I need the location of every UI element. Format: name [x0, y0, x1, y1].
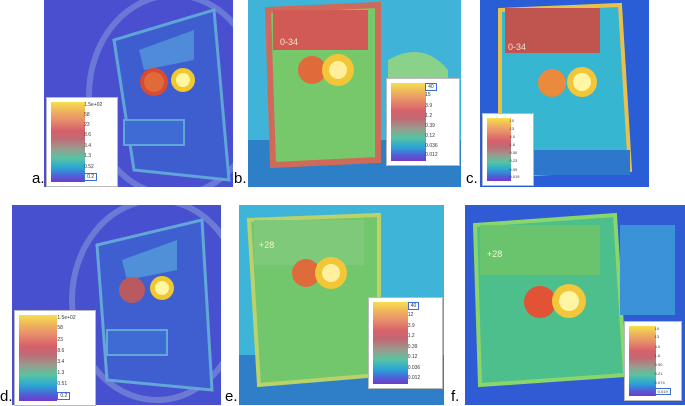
colorbar-ticks: 40 15 3.9 1.2 0.39 0.12 0.036 0.012	[425, 83, 457, 161]
tick-label: 0.036	[425, 143, 438, 150]
tick-label: 0.52	[84, 163, 94, 170]
tick-label: 0.12	[407, 354, 418, 361]
tick-input[interactable]: 40	[425, 83, 437, 91]
panel-label: b.	[234, 170, 247, 187]
sticker-text: 0-34	[508, 42, 526, 52]
tick-label: 23	[84, 122, 90, 128]
tick-input[interactable]: 0.019	[654, 388, 671, 396]
tick-label: 3.4	[57, 358, 65, 365]
tick-label: 4.0	[654, 343, 661, 349]
colorbar-gradient	[373, 302, 409, 384]
tick-label: 0.012	[425, 152, 438, 159]
sticker-text: +28	[487, 249, 502, 259]
tick-label: 0.012	[407, 374, 421, 381]
sticker-text: 0-34	[280, 37, 298, 47]
tick-label: 4.0	[509, 133, 516, 139]
tick-label: 8.6	[57, 347, 65, 354]
tick-label: 12	[407, 311, 414, 318]
tick-label: 10	[509, 118, 514, 123]
tick-label: 0.51	[57, 381, 68, 388]
tick-label: 0.036	[407, 365, 421, 372]
tick-label: 58	[84, 111, 90, 118]
tick-label: 1.3	[57, 370, 65, 377]
colorbar-ticks: 10 13 4.0 1.6 0.50 0.21 0.074 0.019	[654, 326, 679, 396]
tick-label: 1.2	[407, 333, 415, 340]
tick-label: 0.39	[407, 343, 418, 350]
panel-label: f.	[451, 388, 460, 405]
tick-label: 0.21	[654, 370, 663, 376]
tick-label: 15	[425, 92, 431, 99]
tick-label: 1.3	[84, 153, 92, 160]
tick-label: 10	[654, 326, 660, 331]
colorbar-ticks: 40 12 3.9 1.2 0.39 0.12 0.036 0.012	[407, 302, 440, 384]
tick-label: 3.9	[425, 102, 433, 109]
colorbar-gradient	[51, 102, 85, 182]
colorbar-ticks: 1.5e+02 58 23 8.6 3.4 1.3 0.52 0.2	[84, 102, 115, 182]
tick-label: 3.9	[407, 322, 415, 329]
tick-label: 1.2	[425, 112, 433, 119]
colorbar-d: 1.5e+02 58 23 8.6 3.4 1.3 0.51 0.2	[14, 310, 96, 406]
colorbar-a: 1.5e+02 58 23 8.6 3.4 1.3 0.52 0.2	[46, 97, 118, 187]
tick-label: 13	[509, 125, 514, 131]
tick-label: 0.50	[509, 150, 518, 156]
thermal-image-e: +28	[239, 205, 444, 405]
tick-label: 13	[654, 334, 660, 340]
sticker-text: +28	[259, 240, 274, 250]
tick-label: 1.6	[509, 141, 516, 147]
colorbar-gradient	[391, 83, 426, 161]
panel-label: a.	[32, 170, 45, 187]
tick-label: 1.5e+02	[57, 315, 76, 321]
thermal-image-b: 0-34	[248, 0, 461, 187]
tick-label: 8.6	[84, 132, 92, 139]
tick-label: 0.09	[509, 166, 518, 172]
tick-label: 0.39	[425, 122, 435, 129]
colorbar-gradient	[19, 315, 58, 401]
thermal-image-c: 0-34	[480, 0, 649, 187]
colorbar-e: 40 12 3.9 1.2 0.39 0.12 0.036 0.012	[368, 297, 443, 389]
tick-label: 0.019	[509, 174, 520, 180]
tick-label: 0.074	[654, 379, 665, 385]
tick-input[interactable]: 40	[407, 302, 420, 310]
tick-label: 3.4	[84, 142, 92, 149]
colorbar-f: 10 13 4.0 1.6 0.50 0.21 0.074 0.019	[624, 321, 682, 401]
colorbar-gradient	[629, 326, 656, 396]
tick-input[interactable]: 0.2	[57, 391, 71, 400]
colorbar-c: 10 13 4.0 1.6 0.50 0.23 0.09 0.019	[482, 113, 534, 186]
colorbar-ticks: 1.5e+02 58 23 8.6 3.4 1.3 0.51 0.2	[57, 315, 93, 401]
panel-label: d.	[0, 388, 13, 405]
tick-label: 1.5e+02	[84, 102, 103, 108]
colorbar-gradient	[487, 118, 511, 181]
panel-label: e.	[225, 388, 238, 405]
tick-label: 23	[57, 336, 63, 343]
tick-label: 0.50	[654, 361, 663, 367]
panel-label: c.	[466, 170, 478, 187]
colorbar-b: 40 15 3.9 1.2 0.39 0.12 0.036 0.012	[386, 78, 460, 166]
tick-input[interactable]: 0.2	[84, 173, 98, 182]
colorbar-ticks: 10 13 4.0 1.6 0.50 0.23 0.09 0.019	[510, 118, 532, 181]
tick-label: 0.12	[425, 132, 435, 139]
tick-label: 58	[57, 325, 63, 332]
tick-label: 0.23	[509, 158, 518, 164]
tick-label: 1.6	[654, 352, 661, 358]
